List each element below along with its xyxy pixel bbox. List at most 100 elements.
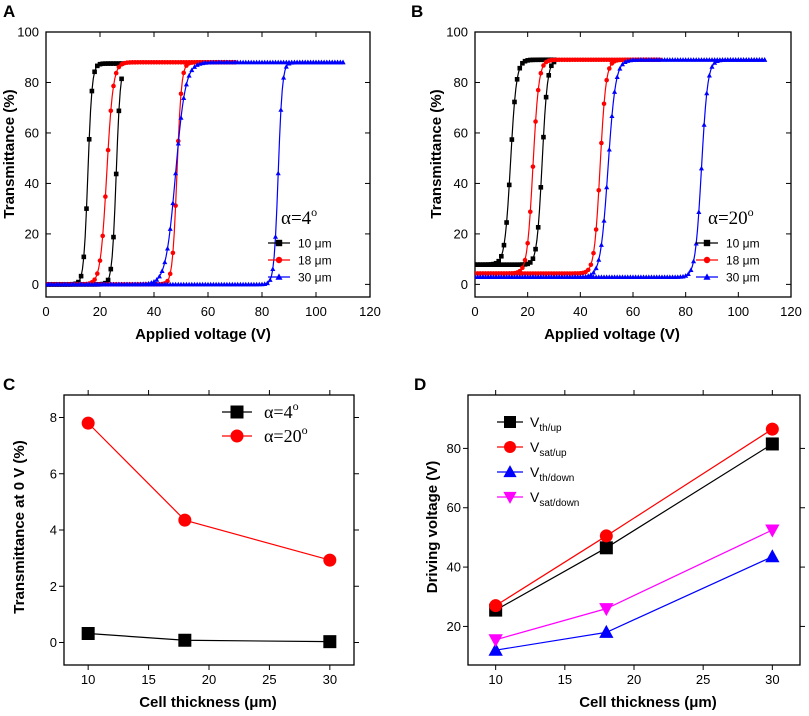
- x-tick-label: 0: [471, 304, 478, 319]
- legend-marker: [703, 239, 711, 247]
- data-point-down: [585, 267, 591, 273]
- x-tick-label: 0: [42, 304, 49, 319]
- data-point-up: [175, 140, 181, 146]
- legend-label-sub: sat/up: [539, 448, 567, 459]
- data-point-down: [111, 234, 116, 240]
- data-point-down: [116, 108, 122, 114]
- data-point-up: [95, 63, 100, 69]
- legend-label: α=4o: [264, 399, 299, 422]
- data-point-down: [178, 91, 184, 97]
- data-point-up: [541, 57, 546, 63]
- panel-d: D 10 15 20 25 30 20 40 60 80 Cell thickness (μm)…: [414, 375, 805, 711]
- data-point-down: [591, 250, 596, 256]
- data-point-up: [105, 147, 111, 153]
- data-point-down: [165, 278, 170, 284]
- data-point-down: [509, 262, 515, 267]
- y-tick-label: 80: [447, 441, 461, 456]
- y-tick-label: 80: [25, 75, 39, 90]
- y-tick-label: 40: [447, 560, 461, 575]
- legend-label-text: V: [530, 439, 540, 455]
- panel-d-letter: D: [414, 375, 426, 394]
- panel-d-ylabel: Driving voltage (V): [424, 461, 441, 594]
- series-3: [488, 524, 780, 648]
- data-point-up: [538, 70, 544, 76]
- panel-a-annotation-text: α=4: [281, 208, 312, 229]
- series-2: [46, 59, 346, 287]
- data-point: [81, 416, 95, 430]
- data-point-up: [100, 233, 105, 239]
- legend-label: 10 μm: [298, 237, 332, 251]
- x-tick-label: 100: [727, 304, 749, 319]
- x-tick-label: 60: [626, 304, 640, 319]
- y-tick-label: 20: [447, 619, 461, 634]
- data-point-down: [170, 250, 176, 256]
- data-point-up: [86, 136, 92, 142]
- x-tick-label: 100: [305, 304, 327, 319]
- data-point-down: [275, 170, 281, 176]
- panel-b-ylabel: Transmittance (%): [428, 89, 445, 218]
- data-point-up: [92, 277, 97, 282]
- legend-label: Vsat/up: [530, 439, 567, 459]
- data-point-up: [164, 245, 171, 251]
- legend-label-sub: sat/down: [539, 498, 579, 509]
- legend-label: Vth/up: [530, 414, 562, 434]
- x-tick-label: 15: [558, 672, 572, 687]
- data-point-up: [541, 63, 546, 68]
- legend-marker: [503, 465, 517, 478]
- series-0: [81, 627, 337, 649]
- legend-marker: [230, 405, 244, 419]
- data-point-down: [596, 187, 602, 193]
- y-tick-label: 4: [50, 523, 57, 538]
- svg-text:α=4o: α=4o: [281, 205, 317, 229]
- data-point-up: [520, 265, 525, 271]
- y-tick-label: 40: [454, 176, 468, 191]
- data-point-up: [159, 268, 165, 273]
- svg-text:α=20o: α=20o: [708, 205, 754, 229]
- data-point-down: [485, 262, 491, 267]
- panel-a-annotation-sup: o: [311, 205, 317, 219]
- y-tick-label: 40: [25, 176, 39, 191]
- panel-c-legend: α=4oα=20o: [222, 399, 308, 446]
- x-tick-label: 40: [573, 304, 587, 319]
- data-point-down: [533, 246, 538, 252]
- data-point-up: [528, 209, 533, 215]
- x-tick-label: 20: [627, 672, 641, 687]
- data-point-up: [522, 58, 528, 64]
- data-point-down: [698, 165, 704, 171]
- legend-marker: [230, 429, 244, 443]
- data-point-up: [170, 200, 176, 206]
- series-0: [475, 57, 557, 267]
- x-tick-label: 30: [765, 672, 779, 687]
- data-point-up: [601, 218, 607, 223]
- data-point: [765, 524, 780, 538]
- data-point-up: [520, 60, 525, 66]
- data-point-up: [612, 89, 618, 94]
- data-point-up: [173, 170, 179, 176]
- data-point-down: [696, 209, 702, 214]
- data-point-up: [78, 273, 84, 279]
- data-point-up: [590, 269, 597, 275]
- panel-a-ylabel: Transmittance (%): [1, 89, 18, 218]
- data-point-down: [520, 262, 525, 267]
- data-point-down: [493, 262, 499, 267]
- data-point-up: [181, 95, 187, 101]
- data-point-down: [762, 57, 768, 62]
- data-point-up: [183, 81, 189, 87]
- data-point-up: [614, 74, 620, 79]
- data-point-up: [111, 83, 116, 89]
- data-point: [178, 633, 192, 647]
- data-point-up: [92, 69, 97, 75]
- panel-c-xlabel: Cell thickness (μm): [139, 694, 277, 711]
- y-tick-label: 60: [25, 125, 39, 140]
- legend-label: 10 μm: [726, 237, 760, 251]
- data-point-up: [108, 61, 114, 66]
- data-point-down: [270, 266, 276, 271]
- data-point-down: [701, 122, 707, 127]
- data-point-down: [504, 262, 509, 267]
- data-point-up: [535, 57, 541, 63]
- data-point-down: [488, 262, 494, 267]
- panel-b-annotation-text: α=20: [708, 208, 748, 229]
- data-point-down: [688, 267, 694, 272]
- data-point-up: [533, 57, 538, 63]
- data-point: [323, 635, 337, 649]
